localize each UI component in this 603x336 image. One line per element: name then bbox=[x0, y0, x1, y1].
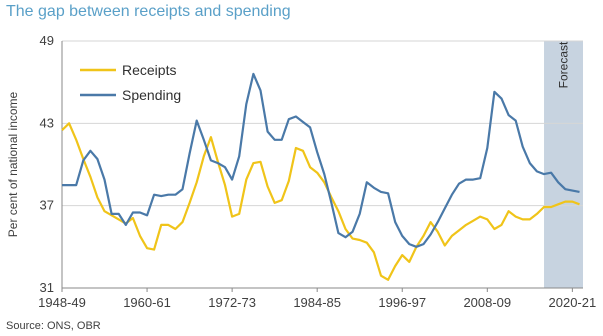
y-tick-label: 43 bbox=[40, 115, 54, 130]
forecast-band bbox=[544, 41, 583, 288]
x-tick-label: 1996-97 bbox=[378, 295, 426, 310]
y-axis-title: Per cent of national income bbox=[6, 91, 20, 237]
y-tick-label: 31 bbox=[40, 280, 54, 295]
x-tick-label: 1948-49 bbox=[38, 295, 86, 310]
x-tick-label: 1960-61 bbox=[123, 295, 171, 310]
chart-title: The gap between receipts and spending bbox=[6, 3, 291, 20]
legend-spending-label: Spending bbox=[122, 87, 181, 103]
y-tick-label: 49 bbox=[40, 33, 54, 48]
forecast-label: Forecast bbox=[557, 41, 571, 88]
receipts-line bbox=[61, 122, 580, 281]
y-tick-label: 37 bbox=[40, 198, 54, 213]
x-tick-label: 1984-85 bbox=[293, 295, 341, 310]
x-tick-label: 1972-73 bbox=[208, 295, 256, 310]
x-tick-label: 2020-21 bbox=[549, 295, 597, 310]
spending-line bbox=[62, 72, 580, 248]
x-tick-label: 2008-09 bbox=[463, 295, 511, 310]
source-note: Source: ONS, OBR bbox=[6, 320, 101, 332]
legend-receipts-label: Receipts bbox=[122, 62, 176, 78]
